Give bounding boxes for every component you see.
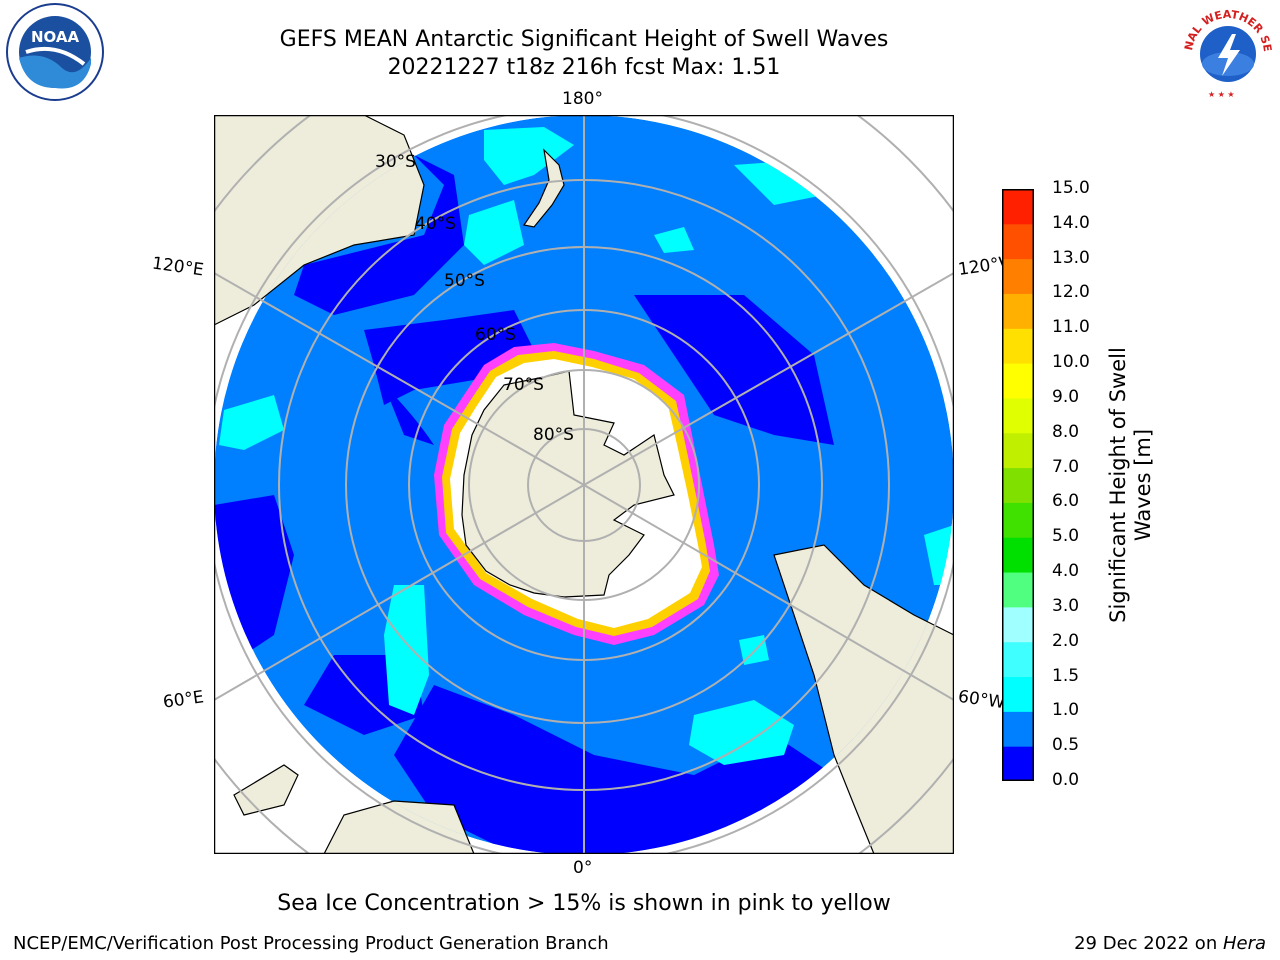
lat-label-30s: 30°S bbox=[375, 152, 416, 172]
colorbar-tick-label: 6.0 bbox=[1052, 491, 1080, 512]
chart-title: GEFS MEAN Antarctic Significant Height o… bbox=[279, 27, 889, 52]
colorbar-tick-label: 14.0 bbox=[1052, 212, 1090, 233]
lon-label-0: 0° bbox=[573, 858, 593, 878]
low-swell-region bbox=[634, 295, 834, 445]
chart-subtitle: 20221227 t18z 216h fcst Max: 1.51 bbox=[387, 55, 781, 80]
swell-patch bbox=[219, 395, 284, 450]
colorbar-segment bbox=[1002, 572, 1034, 608]
swell-patch bbox=[689, 700, 794, 765]
swell-patch bbox=[484, 127, 574, 185]
colorbar-segment bbox=[1002, 293, 1034, 329]
low-swell-region bbox=[384, 385, 434, 445]
colorbar-segment bbox=[1002, 397, 1034, 434]
colorbar-tick-label: 10.0 bbox=[1052, 352, 1090, 373]
svg-text:★ ★ ★: ★ ★ ★ bbox=[1208, 90, 1235, 99]
nws-logo: NATIONAL WEATHER SERVICE ★ ★ ★ bbox=[1178, 2, 1274, 100]
colorbar-title: Significant Height of Swell Waves [m] bbox=[1106, 347, 1155, 623]
lon-label-180: 180° bbox=[562, 89, 603, 109]
lon-label-60w: 60°W bbox=[956, 686, 1007, 714]
colorbar-segment bbox=[1002, 537, 1034, 573]
lat-label-70s: 70°S bbox=[503, 375, 544, 395]
colorbar-segment bbox=[1002, 258, 1034, 294]
colorbar-segment bbox=[1002, 711, 1034, 747]
low-swell-region bbox=[294, 155, 464, 315]
swell-patch bbox=[464, 200, 524, 265]
lat-label-80s: 80°S bbox=[533, 425, 574, 445]
noaa-logo-text: NOAA bbox=[31, 28, 80, 46]
credit-text: NCEP/EMC/Verification Post Processing Pr… bbox=[13, 933, 609, 954]
lat-label-40s: 40°S bbox=[415, 214, 456, 234]
colorbar-tick-label: 15.0 bbox=[1052, 178, 1090, 198]
polar-map bbox=[214, 115, 954, 854]
colorbar-segment bbox=[1002, 189, 1034, 225]
colorbar-tick-label: 9.0 bbox=[1052, 386, 1080, 407]
map-frame-border bbox=[214, 115, 954, 854]
colorbar-tick-label: 2.0 bbox=[1052, 630, 1080, 651]
lat-label-60s: 60°S bbox=[475, 325, 516, 345]
colorbar-segment bbox=[1002, 746, 1034, 781]
colorbar-tick-label: 5.0 bbox=[1052, 526, 1080, 547]
colorbar-tick-label: 12.0 bbox=[1052, 282, 1090, 303]
graticule bbox=[214, 115, 954, 854]
colorbar-segment bbox=[1002, 502, 1034, 538]
colorbar-segment bbox=[1002, 676, 1034, 712]
colorbar-tick-label: 1.5 bbox=[1052, 665, 1080, 686]
colorbar-tick-label: 3.0 bbox=[1052, 595, 1080, 616]
low-swell-region bbox=[364, 310, 534, 405]
colorbar-segment bbox=[1002, 363, 1034, 399]
colorbar-segment bbox=[1002, 467, 1034, 503]
colorbar-segment bbox=[1002, 606, 1034, 643]
noaa-logo: NOAA bbox=[6, 3, 104, 101]
colorbar-segment bbox=[1002, 223, 1034, 260]
colorbar-tick-label: 13.0 bbox=[1052, 247, 1090, 268]
colorbar-tick-label: 4.0 bbox=[1052, 561, 1080, 582]
swell-patch bbox=[384, 585, 429, 715]
sea-ice-note: Sea Ice Concentration > 15% is shown in … bbox=[277, 891, 891, 916]
colorbar-segment bbox=[1002, 432, 1034, 469]
lat-label-50s: 50°S bbox=[444, 271, 485, 291]
low-swell-region bbox=[394, 685, 834, 854]
colorbar-tick-label: 8.0 bbox=[1052, 421, 1080, 442]
colorbar-tick-label: 0.5 bbox=[1052, 735, 1080, 756]
antarctica-land bbox=[461, 370, 675, 598]
host-name: Hera bbox=[1222, 933, 1266, 954]
colorbar-tick-label: 1.0 bbox=[1052, 700, 1080, 721]
lon-label-60e: 60°E bbox=[161, 687, 206, 713]
colorbar-tick-label: 0.0 bbox=[1052, 770, 1080, 790]
colorbar-segment bbox=[1002, 328, 1034, 364]
date-text: 29 Dec 2022 on Hera bbox=[1074, 933, 1266, 954]
swell-patch bbox=[654, 227, 694, 253]
colorbar bbox=[1002, 189, 1034, 781]
lon-label-120e: 120°E bbox=[150, 253, 205, 281]
colorbar-tick-label: 7.0 bbox=[1052, 456, 1080, 477]
colorbar-tick-label: 11.0 bbox=[1052, 317, 1090, 338]
new-zealand-land bbox=[522, 148, 565, 228]
colorbar-segment bbox=[1002, 641, 1034, 678]
